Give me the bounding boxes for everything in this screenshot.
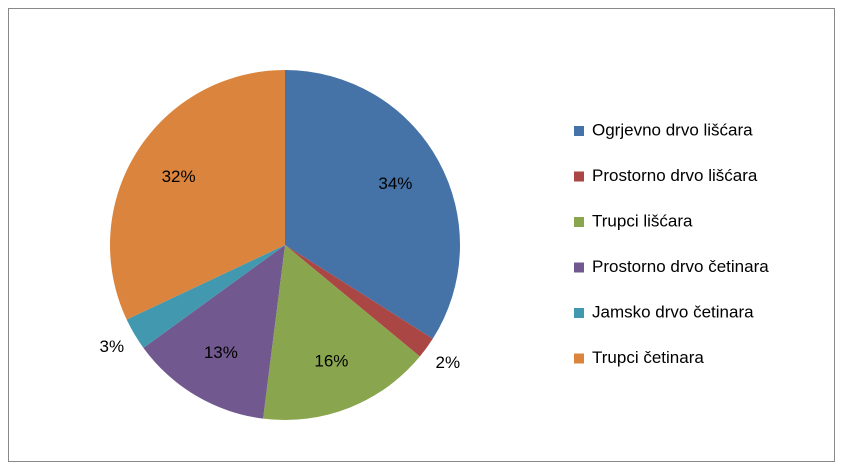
legend-label: Prostorno drvo četinara <box>592 257 769 276</box>
legend-label: Trupci četinara <box>592 348 704 367</box>
legend-swatch <box>574 353 584 364</box>
legend-label: Ogrjevno drvo lišćara <box>592 120 753 139</box>
data-label: 32% <box>162 167 196 186</box>
legend-label: Jamsko drvo četinara <box>592 302 754 321</box>
legend-swatch <box>574 217 584 227</box>
pie-slice <box>109 70 286 320</box>
data-label: 34% <box>378 174 412 193</box>
legend-swatch <box>574 171 584 182</box>
data-label: 3% <box>99 337 124 356</box>
pie-slice <box>285 245 433 357</box>
legend-label: Prostorno drvo lišćara <box>592 166 758 185</box>
data-label: 13% <box>204 343 238 362</box>
pie-slice <box>285 70 460 339</box>
pie-slice <box>263 245 420 420</box>
pie-slice <box>143 245 285 419</box>
legend-swatch <box>574 126 584 136</box>
legend-swatch <box>574 308 584 318</box>
data-label: 16% <box>314 352 348 371</box>
pie-slice <box>126 245 285 348</box>
legend-label: Trupci lišćara <box>592 211 693 230</box>
data-label: 2% <box>436 353 461 372</box>
legend-swatch <box>574 262 584 273</box>
